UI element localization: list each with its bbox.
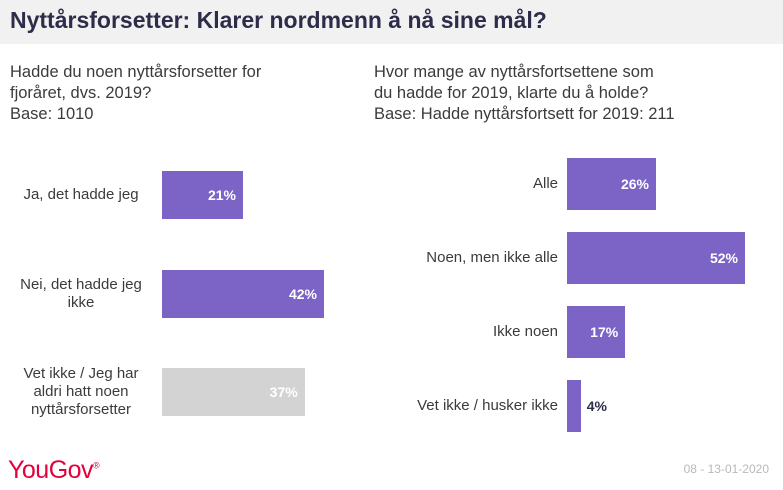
left-subtitle-line-1: Hadde du noen nyttårsforsetter for — [10, 63, 262, 81]
bar — [567, 306, 626, 358]
right-subtitle-line-1: Hvor mange av nyttårsfortsettene som — [374, 63, 654, 81]
bar — [162, 171, 243, 219]
category-label: Nei, det hadde jeg ikke — [8, 260, 154, 328]
right-chart-subtitle: Hvor mange av nyttårsfortsettene som du … — [374, 62, 675, 125]
category-label-text: Vet ikke / Jeg har aldri hatt noen nyttå… — [23, 365, 139, 418]
value-label: 17% — [590, 324, 619, 340]
category-label-text: Vet ikke / husker ikke — [417, 397, 558, 414]
category-label: Alle — [380, 148, 558, 220]
category-label-text: Noen, men ikke alle — [426, 249, 558, 266]
right-subtitle-line-2: du hadde for 2019, klarte du å holde? — [374, 84, 649, 102]
bar — [162, 270, 324, 318]
page-title: Nyttårsforsetter: Klarer nordmenn å nå s… — [10, 7, 547, 33]
value-label: 52% — [709, 250, 738, 266]
category-label: Vet ikke / Jeg har aldri hatt noen nyttå… — [8, 358, 154, 426]
category-label: Ja, det hadde jeg — [8, 161, 154, 229]
category-label-text: Ikke noen — [492, 323, 558, 340]
value-label: 21% — [207, 187, 236, 203]
category-label: Vet ikke / husker ikke — [380, 370, 558, 442]
value-label: 4% — [586, 398, 607, 414]
logo-trademark: ® — [93, 460, 100, 471]
value-label: 42% — [288, 286, 317, 302]
bar — [567, 158, 656, 210]
left-subtitle-line-3: Base: 1010 — [10, 105, 94, 123]
footer-date: 08 - 13-01-2020 — [683, 462, 769, 476]
category-label: Ikke noen — [380, 296, 558, 368]
right-subtitle-line-3: Base: Hadde nyttårsfortsett for 2019: 21… — [374, 105, 675, 123]
left-chart-subtitle: Hadde du noen nyttårsforsetter for fjorå… — [10, 62, 261, 125]
category-label-text: Alle — [532, 175, 558, 192]
value-label: 26% — [620, 176, 649, 192]
yougov-logo: YouGov® — [8, 456, 100, 485]
value-label: 37% — [269, 384, 298, 400]
bar — [567, 380, 581, 432]
bar — [162, 368, 305, 416]
logo-text: YouGov — [8, 456, 94, 484]
category-label-text: Nei, det hadde jeg ikke — [20, 276, 142, 311]
category-label-text: Ja, det hadde jeg — [23, 186, 139, 203]
category-label: Noen, men ikke alle — [380, 222, 558, 294]
left-subtitle-line-2: fjoråret, dvs. 2019? — [10, 84, 152, 102]
bar — [567, 232, 745, 284]
header-bar: Nyttårsforsetter: Klarer nordmenn å nå s… — [0, 0, 783, 44]
